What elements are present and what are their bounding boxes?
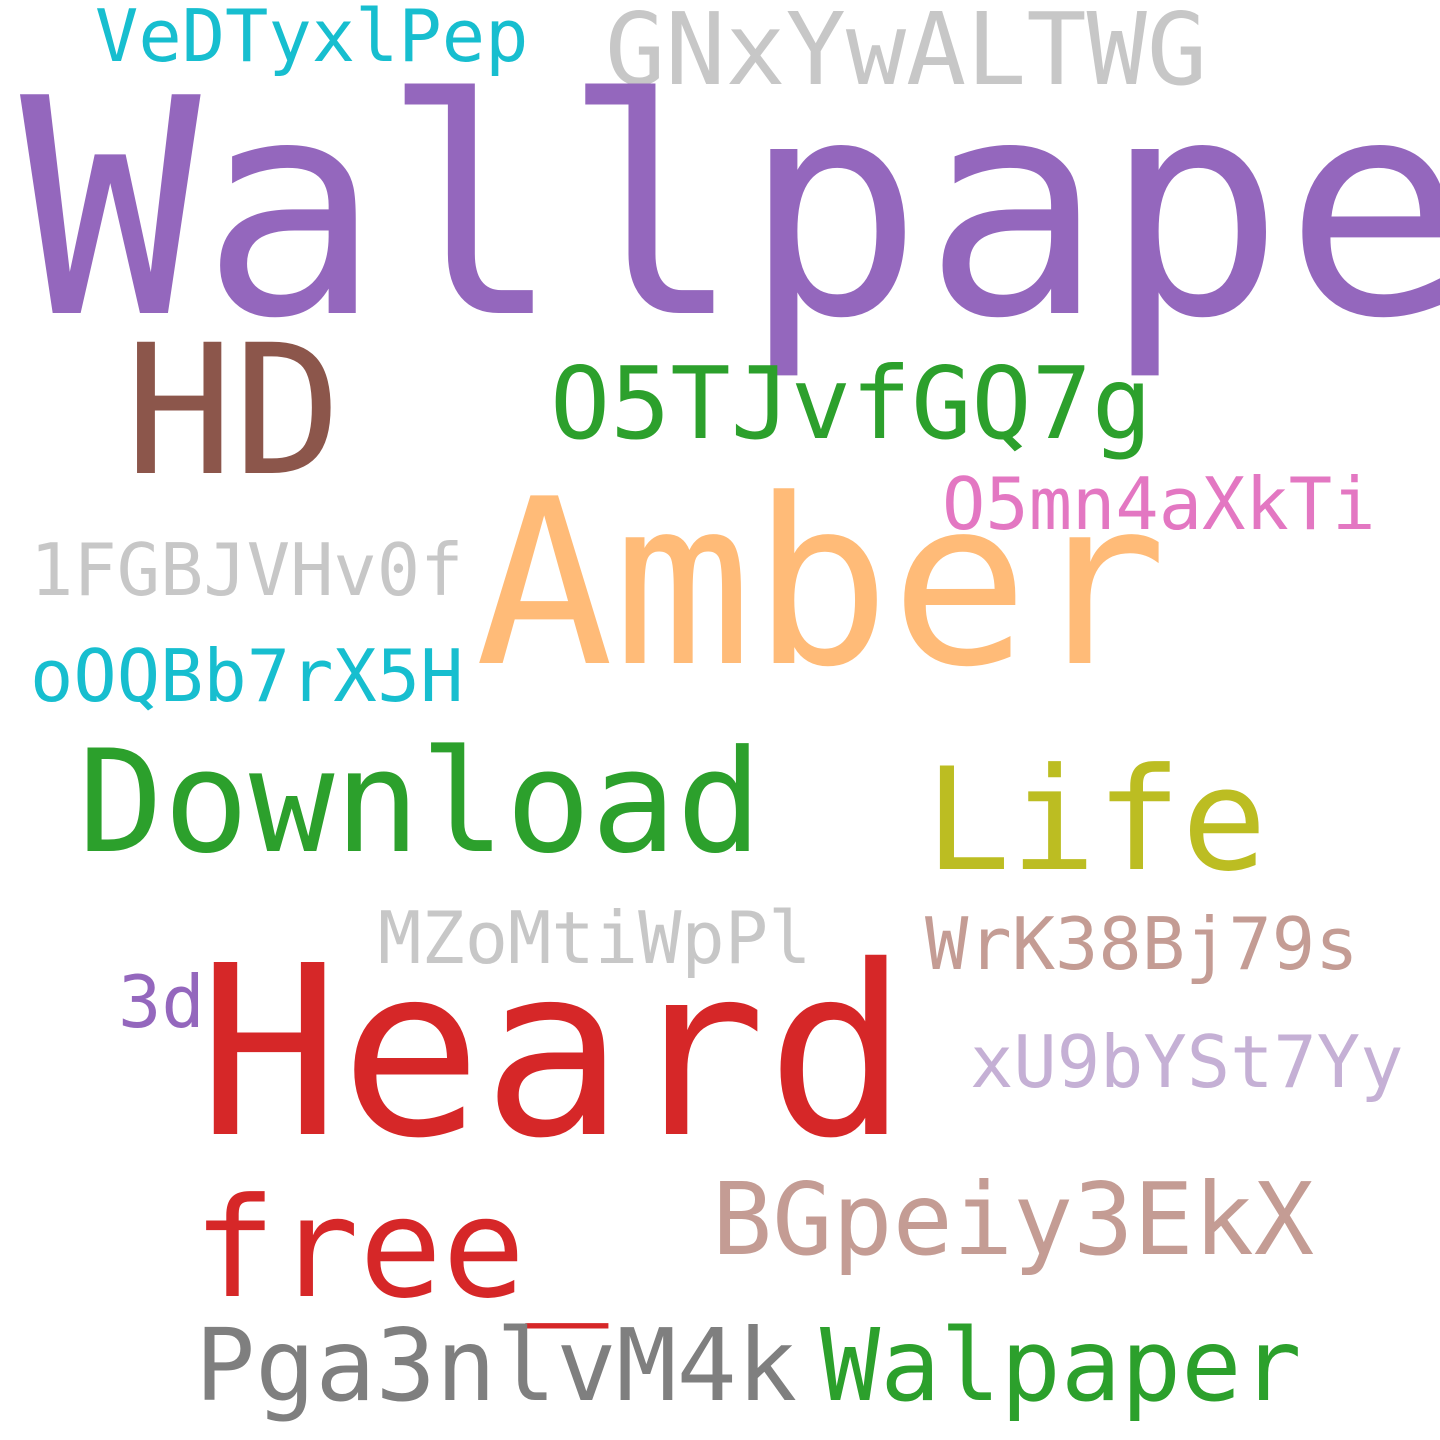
word-mzomtiwppl: MZoMtiWpPl — [378, 896, 812, 980]
word-vedtyxlpep: VeDTyxlPep — [95, 0, 529, 78]
word-3d: 3d — [118, 960, 205, 1044]
word-walpaper: Walpaper — [820, 1307, 1302, 1424]
word-download: Download — [78, 720, 762, 885]
word-heard: Heard — [198, 915, 909, 1190]
word-life: Life — [925, 738, 1267, 903]
word-wallpaper: Wallpaper — [20, 35, 1440, 384]
word-gnxywaltwg: GNxYwALTWG — [605, 0, 1208, 108]
word-o5mn4axkti: O5mn4aXkTi — [942, 462, 1376, 546]
word-pga3nlvm4k: Pga3nlvM4k — [195, 1307, 798, 1424]
word-free: free_ — [193, 1168, 609, 1329]
word-amber: Amber — [475, 451, 1168, 718]
word-1fgbjvhv0f: 1FGBJVHv0f — [30, 528, 464, 612]
word-bgpeiy3ekx: BGpeiy3EkX — [712, 1161, 1315, 1278]
word-wrk38bj79s: WrK38Bj79s — [925, 902, 1359, 986]
word-xu9bysst7yy: xU9bYSt7Yy — [970, 1020, 1404, 1104]
word-o5tjvfgq7g: O5TJvfGQ7g — [550, 345, 1153, 462]
word-ooqbb7rx5h: oOQBb7rX5H — [30, 634, 464, 718]
word-hd: HD — [125, 307, 342, 516]
